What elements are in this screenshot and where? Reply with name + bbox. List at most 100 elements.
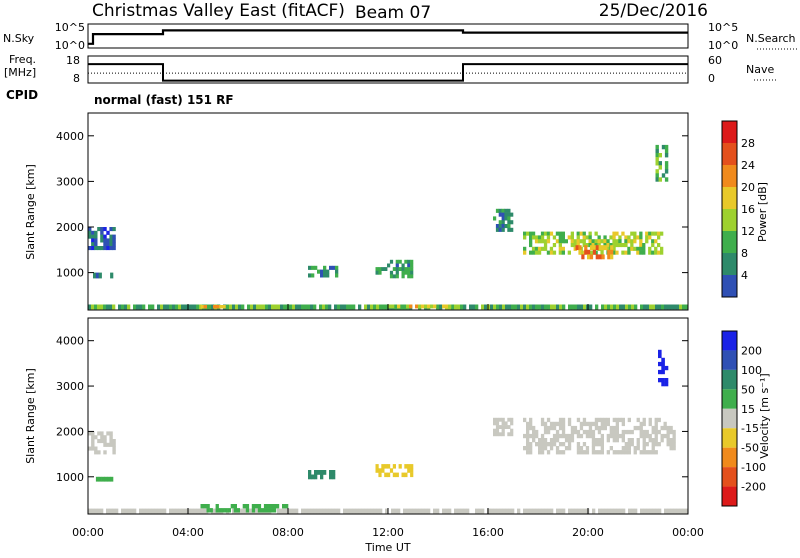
heatmap-cell [546,231,551,236]
heatmap-cell [115,508,119,514]
heatmap-cell [340,304,344,310]
colorbar-swatch [722,231,737,253]
heatmap-cell [538,446,542,451]
heatmap-cell [607,508,611,514]
heatmap-cell [109,508,113,514]
heatmap-cell [570,438,575,443]
heatmap-cell [378,468,382,473]
heatmap-cell [538,438,542,443]
y-tick-label: 3000 [56,175,84,188]
heatmap-cell [639,250,643,255]
heatmap-cell [269,504,274,509]
heatmap-cell [332,265,336,270]
heatmap-cell [633,425,637,431]
heatmap-cell [320,470,324,475]
heatmap-cell [511,304,515,310]
heatmap-cell [682,304,686,310]
heatmap-cell [531,246,536,251]
heatmap-cell [505,508,509,514]
heatmap-cell [160,508,164,514]
beam-title: Beam 07 [355,3,431,23]
heatmap-cell [370,508,374,514]
heatmap-cell [579,446,584,451]
heatmap-cell [259,304,263,310]
heatmap-cell [652,508,656,514]
heatmap-cell [109,234,113,239]
heatmap-cell [178,508,182,514]
heatmap-cell [523,446,527,451]
power-y-ticks: 1000 2000 3000 4000 [56,130,688,280]
heatmap-cell [577,508,581,514]
heatmap-cell [403,508,407,514]
heatmap-cell [100,435,104,440]
nsearch-tick-top: 10^5 [708,21,738,34]
nsky-tick-top: 10^5 [55,21,85,34]
heatmap-cell [579,433,584,439]
heatmap-cell [541,304,545,310]
heatmap-cell [91,508,95,514]
heatmap-cell [495,432,500,437]
heatmap-cell [529,250,533,255]
heatmap-cell [412,508,416,514]
heatmap-cell [358,508,362,514]
heatmap-cell [567,438,572,443]
heatmap-cell [97,227,101,232]
heatmap-cell [579,425,584,431]
heatmap-cell [91,230,95,235]
heatmap-cell [582,450,587,455]
heatmap-cell [639,235,643,240]
heatmap-cell [463,508,467,514]
heatmap-cell [639,239,643,244]
heatmap-cell [597,450,602,455]
heatmap-cell [658,361,662,367]
heatmap-cell [654,433,658,439]
heatmap-cell [540,442,545,447]
heatmap-cell [97,304,101,310]
heatmap-cell [600,421,604,427]
heatmap-cell [106,230,110,235]
heatmap-cell [238,304,242,310]
heatmap-cell [591,438,596,443]
heatmap-cell [328,304,332,310]
heatmap-cell [391,508,395,514]
heatmap-cell [501,216,505,221]
heatmap-cell [601,304,605,310]
heatmap-cell [262,304,266,310]
heatmap-cell [543,442,548,447]
heatmap-cell [91,431,95,436]
heatmap-cell [660,425,664,431]
heatmap-cell [100,238,104,243]
heatmap-cell [664,177,669,182]
heatmap-cell [236,508,240,513]
heatmap-cell [591,450,596,455]
heatmap-cell [106,246,110,251]
heatmap-cell [597,425,602,431]
heatmap-cell [645,429,649,435]
heatmap-cell [529,243,533,248]
heatmap-cell [323,470,327,475]
heatmap-cell [651,231,655,236]
heatmap-cell [292,508,296,514]
heatmap-cell [553,304,557,310]
heatmap-cell [526,425,530,431]
heatmap-cell [612,235,616,240]
heatmap-cell [603,243,607,248]
colorbar-swatch [722,467,737,487]
heatmap-cell [639,450,643,455]
heatmap-cell [651,425,655,431]
heatmap-cell [490,508,494,514]
heatmap-cell [349,304,353,310]
heatmap-cell [594,417,599,423]
heatmap-cell [610,254,614,260]
heatmap-cell [615,417,619,423]
heatmap-cell [657,231,661,236]
heatmap-cell [594,243,598,248]
colorbar-swatch [722,275,737,297]
heatmap-cell [595,304,599,310]
heatmap-cell [445,304,449,309]
heatmap-cell [433,508,437,514]
nsky-panel-frame [87,23,689,49]
heatmap-cell [222,305,226,309]
heatmap-cell [576,235,580,240]
heatmap-cell [584,249,588,255]
